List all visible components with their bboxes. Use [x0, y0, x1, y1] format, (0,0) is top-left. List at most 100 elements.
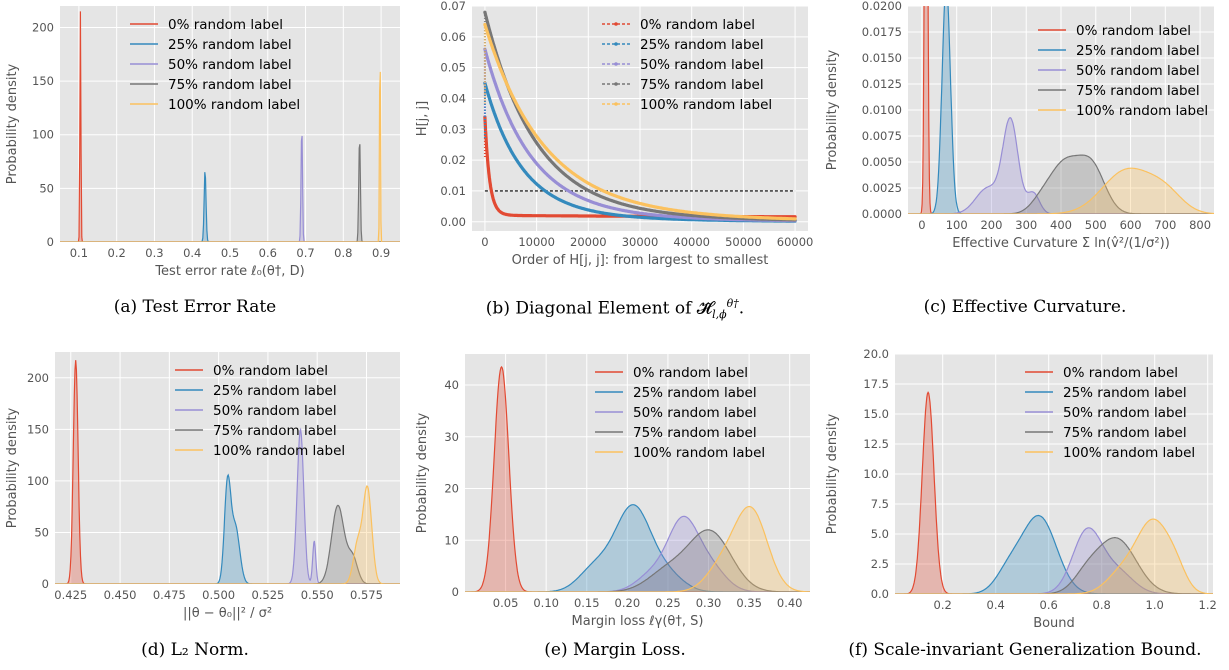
y-tick-label-c: 0.0000 [862, 207, 902, 221]
density-line-4 [908, 167, 1214, 214]
y-tick-label-d: 0 [42, 577, 49, 591]
y-tick-label-e: 20 [444, 482, 459, 496]
legend-label-2: 50% random label [213, 403, 337, 419]
x-tick-label-d: 0.525 [251, 588, 284, 602]
x-tick-label-d: 0.550 [301, 588, 334, 602]
density-line-1 [908, 6, 1214, 214]
legend-label-1: 25% random label [633, 385, 757, 401]
x-axis-label-a: Test error rate ℓ₀(θ†, D) [154, 264, 304, 279]
x-tick-label-e: 0.10 [533, 596, 559, 610]
grid-f [895, 353, 1213, 595]
y-tick-label-b: 0.02 [440, 153, 466, 167]
density-line-3 [895, 537, 1213, 594]
x-tick-label-e: 0.20 [615, 596, 641, 610]
panel-b: 0 10000 20000 30000 40000 50000 60000 0.00 0.01 0… [410, 0, 820, 300]
legend-label-0: 0% random label [640, 17, 755, 33]
y-tick-label-a: 50 [39, 181, 54, 195]
legend-label-0: 0% random label [633, 365, 748, 381]
legend-label-1: 25% random label [213, 383, 337, 399]
plot-area-e [465, 354, 810, 592]
y-tick-label-e: 10 [444, 533, 459, 547]
x-tick-label-b: 60000 [777, 235, 814, 249]
legend-label-2: 50% random label [1076, 63, 1200, 79]
density-fill-0 [465, 366, 810, 592]
x-tick-label-b: 30000 [622, 235, 659, 249]
y-tick-label-d: 100 [27, 474, 49, 488]
density-line-2 [908, 117, 1214, 214]
y-tick-label-c: 0.0075 [862, 129, 902, 143]
x-tick-label-c: 200 [980, 218, 1002, 232]
density-fill-0 [895, 392, 1213, 594]
legend-label-4: 100% random label [633, 445, 765, 461]
caption-f: (f) Scale-invariant Generalization Bound… [848, 640, 1202, 660]
x-tick-label-c: 300 [1015, 218, 1037, 232]
y-axis-label-c: Probability density [825, 49, 840, 170]
x-tick-label-a: 0.6 [259, 246, 277, 260]
chart-f: 0.2 0.4 0.6 0.8 1.0 1.2 0.0 2.5 5.0 7.5 10.0 12.5 15… [825, 347, 1217, 631]
caption-b-subscript: l,ϕ [712, 308, 727, 322]
x-tick-label-a: 0.1 [70, 246, 88, 260]
x-tick-label-f: 1.0 [1146, 598, 1164, 612]
caption-a: (a) Test Error Rate [113, 297, 277, 317]
y-tick-label-a: 150 [32, 74, 54, 88]
x-axis-label-f: Bound [1033, 616, 1075, 631]
legend-label-0: 0% random label [1063, 365, 1178, 381]
x-tick-label-b: 10000 [518, 235, 555, 249]
y-tick-label-a: 100 [32, 128, 54, 142]
caption-d: (d) L₂ Norm. [141, 640, 249, 660]
panel-c: 0 100 200 300 400 500 600 700 800 0.0000 0.0025 0.0… [820, 0, 1229, 300]
density-line-1 [55, 473, 400, 584]
x-axis-label-b: Order of H[j, j]: from largest to smalle… [512, 253, 769, 268]
x-tick-label-f: 0.8 [1093, 598, 1111, 612]
legend-marker-0 [614, 22, 618, 26]
y-tick-label-f: 5.0 [871, 527, 889, 541]
chart-a: 0.1 0.2 0.3 0.4 0.5 0.6 0.7 0.8 0.9 0 50 100 150 200 T… [5, 6, 400, 279]
density-fill-1 [465, 504, 810, 592]
x-tick-label-a: 0.5 [221, 246, 239, 260]
x-tick-label-d: 0.475 [153, 588, 186, 602]
y-tick-label-c: 0.0175 [862, 25, 902, 39]
density-line-4 [465, 505, 810, 592]
legend-label-2: 50% random label [1063, 405, 1187, 421]
density-fill-4 [55, 486, 400, 584]
x-tick-label-a: 0.3 [145, 246, 163, 260]
y-tick-label-f: 2.5 [871, 557, 889, 571]
density-line-2 [465, 515, 810, 592]
x-tick-label-b: 0 [481, 235, 488, 249]
density-fill-3 [465, 529, 810, 592]
chart-b: 0 10000 20000 30000 40000 50000 60000 0.00 0.01 0… [415, 0, 814, 268]
y-tick-label-a: 0 [47, 235, 54, 249]
density-fill-4 [895, 519, 1213, 594]
y-axis-label-e: Probability density [415, 412, 430, 533]
caption-b-superscript: θ† [726, 297, 739, 310]
y-tick-label-e: 30 [444, 430, 459, 444]
legend-label-4: 100% random label [640, 97, 772, 113]
density-line-4 [55, 485, 400, 584]
x-axis-label-c: Effective Curvature Σ ln(v̂²/(1/σ²)) [952, 236, 1170, 251]
x-tick-label-f: 1.2 [1199, 598, 1217, 612]
legend-label-4: 100% random label [213, 443, 345, 459]
y-tick-label-a: 200 [32, 20, 54, 34]
diag-line-4 [483, 22, 797, 221]
x-tick-label-e: 0.15 [574, 596, 600, 610]
y-tick-label-c: 0.0100 [862, 103, 902, 117]
caption-b-text: (b) Diagonal Element of 𝓗̃ [485, 298, 713, 319]
legend-label-1: 25% random label [640, 37, 764, 53]
x-tick-label-a: 0.9 [372, 246, 390, 260]
legend-a: 0% random label 25% random label 50% rando… [130, 17, 300, 113]
y-tick-label-f: 10.0 [863, 467, 889, 481]
y-tick-label-c: 0.0125 [862, 77, 902, 91]
x-tick-label-d: 0.450 [104, 588, 137, 602]
diag-line-2 [483, 47, 797, 223]
x-tick-label-a: 0.4 [183, 246, 201, 260]
density-fill-4 [908, 168, 1214, 214]
plot-marks-f [895, 391, 1213, 594]
y-tick-label-f: 0.0 [871, 587, 889, 601]
x-axis-label-e: Margin loss ℓγ(θ†, S) [572, 614, 704, 629]
x-tick-label-c: 500 [1085, 218, 1107, 232]
y-tick-label-b: 0.07 [440, 0, 466, 13]
legend-label-3: 75% random label [1063, 425, 1187, 441]
density-line-1 [465, 504, 810, 592]
x-tick-label-b: 50000 [725, 235, 762, 249]
chart-e: 0.05 0.10 0.15 0.20 0.25 0.30 0.35 0.40 0 10 20 30 4… [415, 354, 810, 629]
